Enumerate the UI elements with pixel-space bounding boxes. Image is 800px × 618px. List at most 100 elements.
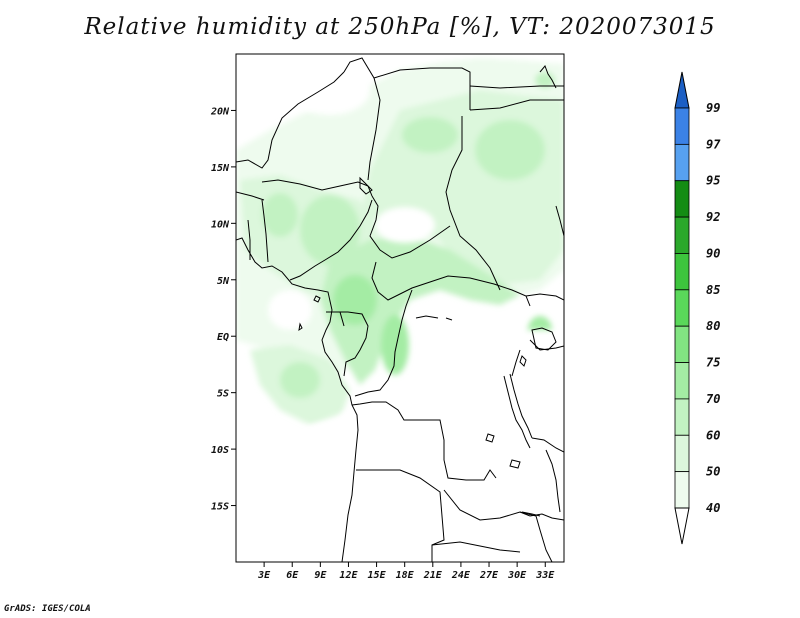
river-congo-2 bbox=[445, 317, 453, 321]
humidity-area-central bbox=[320, 235, 520, 385]
humidity-patch-5 bbox=[381, 315, 409, 375]
colorbar-segment bbox=[674, 107, 690, 145]
lake-tanganyika-east bbox=[509, 373, 533, 439]
map-frame bbox=[235, 53, 565, 563]
colorbar-top-arrow bbox=[674, 71, 690, 109]
lon-tick-label: 6E bbox=[286, 570, 299, 581]
lake-kariba bbox=[521, 511, 541, 517]
border-tanzania bbox=[531, 437, 564, 453]
humidity-patch-3 bbox=[300, 195, 360, 265]
lon-tick-label: 9E bbox=[314, 570, 327, 581]
border-mozambique bbox=[519, 511, 564, 521]
border-cameroon-gabon bbox=[326, 311, 345, 327]
humidity-patch-2 bbox=[475, 120, 545, 180]
colorbar-label: 80 bbox=[706, 319, 720, 333]
river-congo-1 bbox=[415, 315, 439, 319]
colorbar-label: 92 bbox=[706, 210, 720, 224]
colorbar-segment bbox=[674, 216, 690, 254]
colorbar-label: 50 bbox=[706, 465, 720, 479]
border-niger-libya bbox=[343, 57, 381, 181]
border-libya-egypt bbox=[373, 67, 471, 110]
border-ghana bbox=[247, 219, 251, 260]
border-uganda bbox=[525, 293, 564, 301]
lat-tick-label: EQ bbox=[217, 332, 229, 343]
humidity-patch-7 bbox=[535, 72, 555, 88]
humidity-patch-10 bbox=[280, 362, 320, 398]
lake-tanganyika bbox=[503, 375, 531, 449]
border-niger-nigeria bbox=[261, 179, 373, 197]
lon-tick-label: 18E bbox=[396, 570, 415, 581]
border-ethiopia bbox=[555, 205, 564, 237]
lon-tick-label: 15E bbox=[368, 570, 387, 581]
colorbar-segment bbox=[674, 180, 690, 218]
colorbar-label: 97 bbox=[706, 137, 721, 151]
lat-tick-label: 10S bbox=[211, 445, 229, 456]
humidity-field bbox=[236, 58, 564, 562]
red-sea-coast bbox=[539, 65, 557, 89]
islands bbox=[298, 295, 541, 517]
lake-malawi bbox=[545, 449, 561, 513]
border-nigeria-cameroon bbox=[289, 199, 373, 281]
colorbar-segment bbox=[674, 253, 690, 291]
colorbar-segment bbox=[674, 325, 690, 363]
longitude-axis: 3E 6E 9E 12E 15E 18E 21E 24E 27E 30E 33E bbox=[257, 562, 555, 581]
lat-tick-label: 5S bbox=[217, 389, 229, 400]
border-namibia bbox=[431, 541, 521, 553]
lon-tick-label: 21E bbox=[423, 570, 443, 581]
lake-mweru bbox=[485, 433, 495, 443]
dry-pocket-1 bbox=[375, 207, 435, 243]
border-mali-niger bbox=[236, 71, 345, 169]
lat-tick-label: 15S bbox=[211, 502, 229, 513]
dry-pocket-2 bbox=[290, 65, 370, 115]
humidity-patch-1 bbox=[402, 117, 458, 153]
colorbar-label: 99 bbox=[706, 101, 720, 115]
lon-tick-label: 27E bbox=[479, 570, 499, 581]
colorbar-label: 60 bbox=[706, 428, 720, 442]
colorbar-label: 75 bbox=[706, 356, 720, 370]
lake-kivu bbox=[519, 355, 527, 367]
map-title: Relative humidity at 250hPa [%], VT: 202… bbox=[84, 14, 716, 40]
lat-tick-label: 15N bbox=[211, 163, 230, 174]
grads-credit: GrADS: IGES/COLA bbox=[4, 604, 91, 614]
border-congo-drc bbox=[354, 289, 413, 397]
border-drc-angola bbox=[351, 401, 497, 481]
border-gabon-congo bbox=[332, 311, 369, 377]
colorbar-label: 90 bbox=[706, 246, 720, 260]
colorbar-segment bbox=[674, 143, 690, 182]
border-car-south bbox=[371, 261, 531, 307]
lat-tick-label: 5N bbox=[217, 276, 230, 287]
colorbar-label: 95 bbox=[706, 174, 720, 188]
colorbar-label: 40 bbox=[706, 501, 720, 515]
lat-tick-label: 10N bbox=[211, 219, 230, 230]
colorbar-segment bbox=[674, 289, 690, 327]
lake-chad bbox=[359, 176, 373, 195]
border-drc-east bbox=[511, 349, 521, 377]
border-benin-togo bbox=[261, 199, 269, 263]
colorbar-segment bbox=[674, 471, 690, 509]
border-burkina bbox=[236, 191, 265, 201]
lon-tick-label: 24E bbox=[451, 570, 471, 581]
border-sudan-chad bbox=[445, 116, 501, 291]
colorbar-segment bbox=[674, 398, 690, 436]
colorbar-segment bbox=[674, 362, 690, 400]
lon-tick-label: 33E bbox=[535, 570, 555, 581]
humidity-patch-4 bbox=[333, 275, 377, 325]
lake-bangweulu bbox=[509, 459, 521, 469]
latitude-axis: 20N 15N 10N 5N EQ 5S 10S 15S bbox=[210, 106, 236, 513]
humidity-patch-8 bbox=[430, 183, 510, 227]
colorbar-segment bbox=[674, 434, 690, 473]
island-bioko bbox=[313, 295, 321, 303]
colorbar: 99 97 95 92 90 85 80 75 70 60 50 40 bbox=[674, 71, 721, 545]
lat-tick-label: 20N bbox=[210, 106, 230, 117]
lon-tick-label: 3E bbox=[257, 570, 271, 581]
border-egypt-sudan bbox=[469, 99, 564, 111]
lon-tick-label: 12E bbox=[339, 570, 358, 581]
coastline-west bbox=[236, 237, 359, 562]
lake-victoria bbox=[531, 327, 557, 351]
colorbar-bottom-arrow bbox=[674, 507, 690, 545]
borders bbox=[236, 57, 564, 562]
dry-pocket-3 bbox=[268, 290, 312, 330]
lon-tick-label: 30E bbox=[507, 570, 527, 581]
dry-south bbox=[236, 330, 564, 562]
